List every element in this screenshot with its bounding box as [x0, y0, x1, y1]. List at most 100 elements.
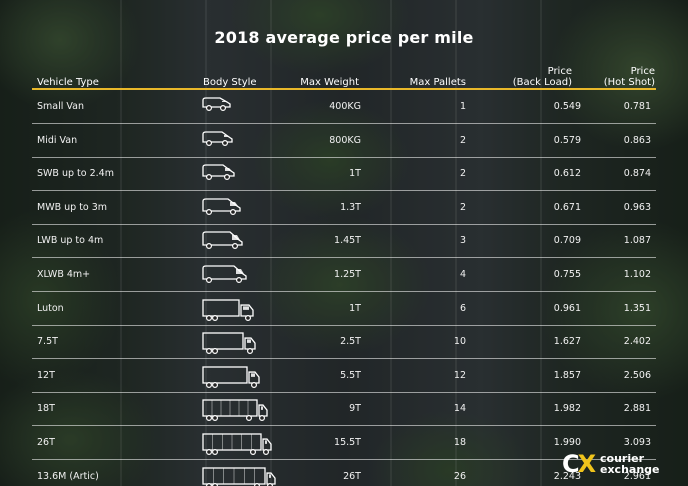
vehicle-type-cell: 12T — [37, 369, 55, 381]
header-price-hot-sub: (Hot Shot) — [603, 77, 655, 88]
max-weight-cell: 9T — [349, 403, 361, 415]
max-weight-cell: 1.3T — [340, 201, 361, 213]
max-weight-cell: 800KG — [329, 134, 361, 146]
vehicle-type-cell: 26T — [37, 437, 55, 448]
price-back-load-cell: 1.857 — [553, 369, 581, 381]
vehicle-type-cell: SWB up to 2.4m — [37, 168, 114, 180]
header-max-pallets: Max Pallets — [409, 77, 466, 88]
luton-van-icon — [201, 298, 257, 321]
table-row: SWB up to 2.4m 1T 2 0.612 0.874 — [32, 157, 656, 192]
logo-mark-x: X — [577, 450, 596, 478]
courier-exchange-logo: CX courier exchange — [562, 449, 672, 479]
vehicle-type-cell: 13.6M (Artic) — [37, 470, 99, 482]
vehicle-type-cell: 18T — [37, 403, 55, 415]
mwb-van-icon — [201, 197, 243, 219]
swb-van-icon — [201, 163, 237, 185]
max-weight-cell: 1.45T — [334, 235, 361, 247]
header-price-back-sub: (Back Load) — [512, 77, 572, 88]
max-weight-cell: 5.5T — [340, 369, 361, 381]
max-pallets-cell: 3 — [459, 235, 466, 247]
max-pallets-cell: 4 — [459, 269, 466, 280]
price-hot-shot-cell: 0.963 — [623, 201, 651, 213]
max-pallets-cell: 2 — [459, 168, 466, 180]
midi-van-icon — [201, 130, 235, 152]
max-pallets-cell: 2 — [459, 201, 466, 213]
logo-text-line1: courier — [600, 452, 644, 465]
price-back-load-cell: 2.243 — [553, 470, 581, 482]
road-lane-marking — [455, 0, 457, 486]
price-hot-shot-cell: 2.961 — [623, 470, 651, 482]
page-title: 2018 average price per mile — [214, 28, 474, 47]
price-hot-shot-cell: 0.781 — [623, 101, 651, 112]
7-5t-truck-icon — [201, 331, 259, 355]
table-row: Luton 1T 6 0.961 1.351 — [32, 292, 656, 326]
max-pallets-cell: 14 — [453, 403, 466, 415]
max-weight-cell: 2.5T — [340, 336, 361, 348]
header-price-hot-shot: Price (Hot Shot) — [604, 66, 655, 88]
vehicle-type-cell: 7.5T — [37, 336, 58, 348]
header-price-back-load: Price (Back Load) — [513, 66, 572, 88]
table-row: Small Van 400KG 1 0.549 0.781 — [32, 90, 656, 124]
road-lane-marking — [270, 0, 272, 486]
max-weight-cell: 1.25T — [334, 269, 361, 280]
vehicle-type-cell: Small Van — [37, 101, 85, 112]
price-back-load-cell: 1.982 — [553, 403, 581, 415]
26t-truck-icon — [201, 432, 275, 456]
logo-text: courier exchange — [600, 453, 660, 475]
logo-mark: CX — [562, 449, 596, 479]
max-pallets-cell: 10 — [453, 336, 466, 348]
header-price-back-label: Price — [547, 66, 572, 77]
table-row: 7.5T 2.5T 10 1.627 2.402 — [32, 325, 656, 360]
18t-truck-icon — [201, 398, 271, 422]
price-hot-shot-cell: 1.102 — [623, 269, 651, 280]
vehicle-type-cell: XLWB 4m+ — [37, 269, 91, 280]
artic-truck-icon — [201, 466, 279, 486]
max-pallets-cell: 6 — [459, 302, 466, 314]
price-hot-shot-cell: 1.087 — [623, 235, 651, 247]
price-back-load-cell: 1.627 — [553, 336, 581, 348]
road-lane-marking — [540, 0, 542, 486]
xlwb-van-icon — [201, 264, 249, 286]
lwb-van-icon — [201, 230, 245, 252]
max-weight-cell: 400KG — [329, 101, 361, 112]
table-row: LWB up to 4m 1.45T 3 0.709 1.087 — [32, 224, 656, 259]
table-row: 18T 9T 14 1.982 2.881 — [32, 392, 656, 427]
price-back-load-cell: 0.755 — [553, 269, 581, 280]
price-hot-shot-cell: 1.351 — [623, 302, 651, 314]
road-lane-marking — [205, 0, 207, 486]
table-row: 12T 5.5T 12 1.857 2.506 — [32, 359, 656, 393]
road-lane-marking — [120, 0, 122, 486]
vehicle-type-cell: Luton — [37, 302, 64, 314]
price-hot-shot-cell: 0.874 — [623, 168, 651, 180]
max-pallets-cell: 12 — [453, 369, 466, 381]
header-price-hot-label: Price — [630, 66, 655, 77]
price-hot-shot-cell: 2.506 — [623, 369, 651, 381]
vehicle-type-cell: LWB up to 4m — [37, 235, 104, 247]
price-hot-shot-cell: 0.863 — [623, 134, 651, 146]
max-pallets-cell: 1 — [459, 101, 466, 112]
price-hot-shot-cell: 2.881 — [623, 403, 651, 415]
vehicle-type-cell: MWB up to 3m — [37, 201, 108, 213]
header-divider — [32, 88, 656, 90]
max-weight-cell: 1T — [349, 302, 361, 314]
price-back-load-cell: 1.990 — [553, 437, 581, 448]
road-lane-marking — [390, 0, 392, 486]
table-row: XLWB 4m+ 1.25T 4 0.755 1.102 — [32, 258, 656, 292]
logo-text-line2: exchange — [600, 463, 660, 476]
12t-truck-icon — [201, 365, 263, 388]
table-row: Midi Van 800KG 2 0.579 0.863 — [32, 124, 656, 158]
price-back-load-cell: 0.671 — [553, 201, 581, 213]
header-body-style: Body Style — [203, 77, 257, 88]
table-row: MWB up to 3m 1.3T 2 0.671 0.963 — [32, 191, 656, 225]
max-pallets-cell: 18 — [453, 437, 466, 448]
small-van-icon — [201, 96, 233, 118]
header-max-weight: Max Weight — [300, 77, 359, 88]
price-back-load-cell: 0.579 — [553, 134, 581, 146]
max-weight-cell: 1T — [349, 168, 361, 180]
max-weight-cell: 15.5T — [334, 437, 361, 448]
table-row: 26T 15.5T 18 1.990 3.093 — [32, 426, 656, 460]
price-back-load-cell: 0.549 — [553, 101, 581, 112]
max-weight-cell: 26T — [343, 470, 361, 482]
